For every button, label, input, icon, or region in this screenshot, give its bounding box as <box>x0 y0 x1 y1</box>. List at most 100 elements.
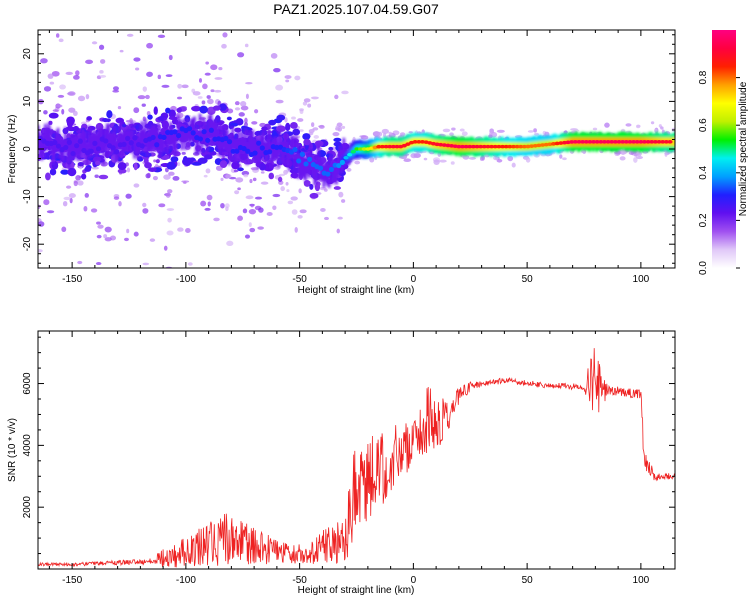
spectrogram-speck <box>68 193 76 198</box>
spectrogram-ridge-point <box>125 135 131 142</box>
spectrogram-speck <box>40 58 48 64</box>
spectrogram-speck <box>439 159 447 163</box>
spectrogram-ridge-point <box>299 151 305 157</box>
spectrogram-speck <box>167 189 173 194</box>
spectrogram-ridge-point <box>175 132 182 139</box>
spectrogram-speck <box>91 41 98 45</box>
spectrogram-speck <box>146 42 153 49</box>
spectrogram-speck <box>210 64 218 71</box>
colorbar-tick-label: 0.6 <box>698 118 709 132</box>
spectrogram-speck <box>378 131 383 137</box>
spectrogram-band-cell <box>47 122 51 146</box>
spectrogram-blob <box>133 162 138 171</box>
spectrogram-speck <box>272 193 281 198</box>
spectrogram-ridge-point <box>663 140 669 144</box>
spectrogram-speck <box>73 75 80 80</box>
spectrogram-blob <box>170 156 179 163</box>
spectrogram-speck <box>42 19 46 22</box>
spectrogram-ridge-point <box>172 129 178 135</box>
spectrogram-speck <box>381 128 390 134</box>
spectrogram-speck <box>235 177 244 183</box>
spectrogram-speck <box>77 180 84 186</box>
spectrogram-speck <box>408 131 413 134</box>
spectrogram-speck <box>85 94 90 100</box>
spectrogram-speck <box>142 262 150 266</box>
spectrogram-ridge-point <box>507 144 513 149</box>
spectrogram-speck <box>299 108 304 112</box>
spectrogram-band-cell <box>95 134 98 158</box>
spectrogram-ridge-point <box>656 140 662 144</box>
spectrogram-band-cell <box>164 117 167 141</box>
spectrogram-blob <box>321 140 329 147</box>
spectrogram-ridge-point <box>307 156 313 162</box>
spectrogram-band-cell <box>280 141 284 165</box>
spectrogram-blob <box>166 161 177 170</box>
spectrogram-band-cell <box>105 123 109 147</box>
spectrogram-band-cell <box>87 125 91 149</box>
spectrogram-band-cell <box>262 130 266 154</box>
spectrogram-speck <box>49 81 55 85</box>
spectrogram-band-cell <box>53 138 56 161</box>
spectrogram-speck <box>234 190 240 195</box>
spectrogram-speck <box>142 202 147 208</box>
spectrogram-blob <box>168 116 178 121</box>
colorbar-label: Normalized spectral amplitude <box>738 81 749 216</box>
spectrogram-speck <box>450 161 455 165</box>
spectrogram-ridge-point <box>598 140 604 144</box>
spectrogram-speck <box>43 86 52 92</box>
spectrogram-speck <box>146 71 153 77</box>
spectrogram-speck <box>245 81 253 85</box>
spectrogram-blob <box>276 114 286 121</box>
spectrogram-band-cell <box>297 155 300 179</box>
spectrogram-speck <box>142 86 147 92</box>
chart-title: PAZ1.2025.107.04.59.G07 <box>273 1 439 17</box>
spectrogram-ridge-point <box>234 148 240 154</box>
spectrogram-speck <box>52 109 59 112</box>
spectrogram-speck <box>244 117 248 124</box>
spectrogram-blob <box>230 122 239 127</box>
spectrogram-speck <box>203 174 208 178</box>
spectrogram-blob <box>160 156 169 161</box>
spectrogram-speck <box>636 124 641 128</box>
snr-frame <box>37 330 676 570</box>
spectrogram-speck <box>496 129 505 133</box>
spectrogram-ridge-point <box>70 150 76 157</box>
spectrogram-speck <box>117 106 122 110</box>
y-tick-label: -10 <box>22 189 33 204</box>
spectrogram-speck <box>270 52 278 59</box>
spectrogram-band-cell <box>158 136 162 159</box>
spectrogram-blob <box>285 122 291 132</box>
spectrogram-speck <box>160 14 167 20</box>
spectrogram-speck <box>96 221 101 225</box>
spectrogram-speck <box>580 149 586 154</box>
spectrogram-speck <box>307 103 312 108</box>
spectrogram-speck <box>252 177 257 182</box>
colorbar-tick-label: 0.0 <box>698 261 709 275</box>
spectrogram-speck <box>119 49 124 53</box>
spectrogram-speck <box>73 180 78 187</box>
spectrogram-speck <box>157 74 162 80</box>
spectrogram-band-cell <box>333 158 337 182</box>
spectrogram-band-cell <box>215 122 218 146</box>
spectrogram-speck <box>284 117 288 123</box>
spectrogram-speck <box>272 205 277 211</box>
spectrogram-ridge-point <box>317 165 324 171</box>
spectrogram-band-cell <box>313 163 317 186</box>
spectrogram-speck <box>61 108 65 115</box>
spectrogram-band-cell <box>178 119 182 143</box>
spectrogram-blob <box>219 160 228 169</box>
spectrogram-speck <box>341 125 346 129</box>
spectrogram-ridge-point <box>470 144 477 149</box>
spectrogram-ridge-point <box>660 140 666 144</box>
spectrogram-ridge-point <box>478 144 484 149</box>
spectrogram-speck <box>244 43 249 48</box>
spectrogram-band-cell <box>255 138 258 162</box>
spectrogram-speck <box>534 132 539 136</box>
spectrogram-band-cell <box>51 142 54 166</box>
spectrogram-speck <box>449 132 454 137</box>
spectrogram-speck <box>38 249 43 253</box>
spectrogram-ridge-point <box>354 147 360 151</box>
spectrogram-blob <box>189 141 195 147</box>
snr-y-axis-label: SNR (10 * v/v) <box>7 418 18 482</box>
